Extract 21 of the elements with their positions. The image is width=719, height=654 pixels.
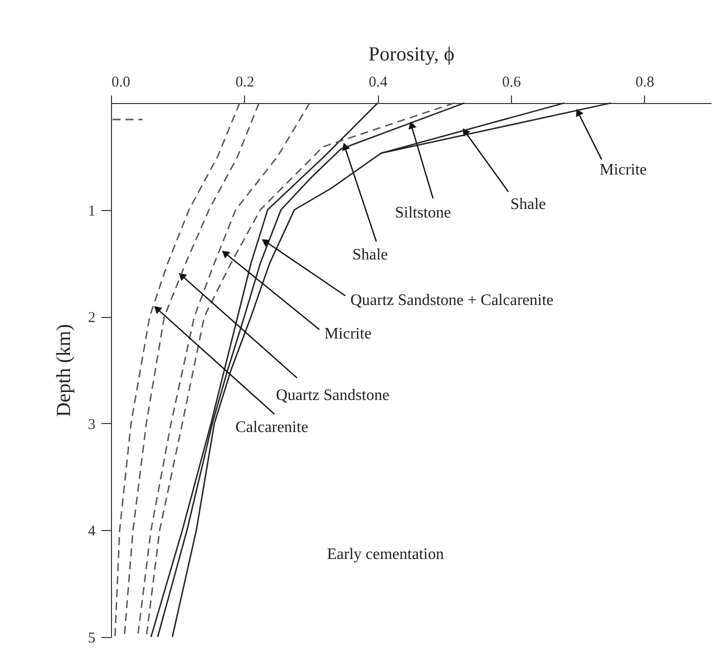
annotation: Siltstone xyxy=(395,204,452,222)
y-tick-label: 2 xyxy=(88,310,96,326)
y-tick-label: 4 xyxy=(88,524,96,540)
x-tick-label: 0.6 xyxy=(502,74,522,90)
annotation: Micrite xyxy=(324,326,372,343)
y-axis-title: Depth (km) xyxy=(53,324,75,417)
annotation: Quartz Sandstone xyxy=(276,386,390,404)
x-tick-label: 0.0 xyxy=(112,74,130,90)
x-tick-label: 0.8 xyxy=(635,74,654,90)
text: Early cementation xyxy=(327,546,444,564)
x-axis-title: Porosity, ϕ xyxy=(368,44,454,66)
y-tick-label: 1 xyxy=(88,203,96,220)
y-tick-label: 5 xyxy=(88,630,96,646)
annotation: Shale xyxy=(510,196,546,213)
y-tick-label: 3 xyxy=(88,416,96,433)
x-tick-label: 0.2 xyxy=(235,74,254,90)
annotation: Micrite xyxy=(600,162,647,179)
annotation: Shale xyxy=(352,246,388,264)
x-tick-label: 0.4 xyxy=(368,74,388,90)
annotation: Calcarenite xyxy=(235,419,308,436)
annotation: Quartz Sandstone + Calcarenite xyxy=(350,292,554,309)
